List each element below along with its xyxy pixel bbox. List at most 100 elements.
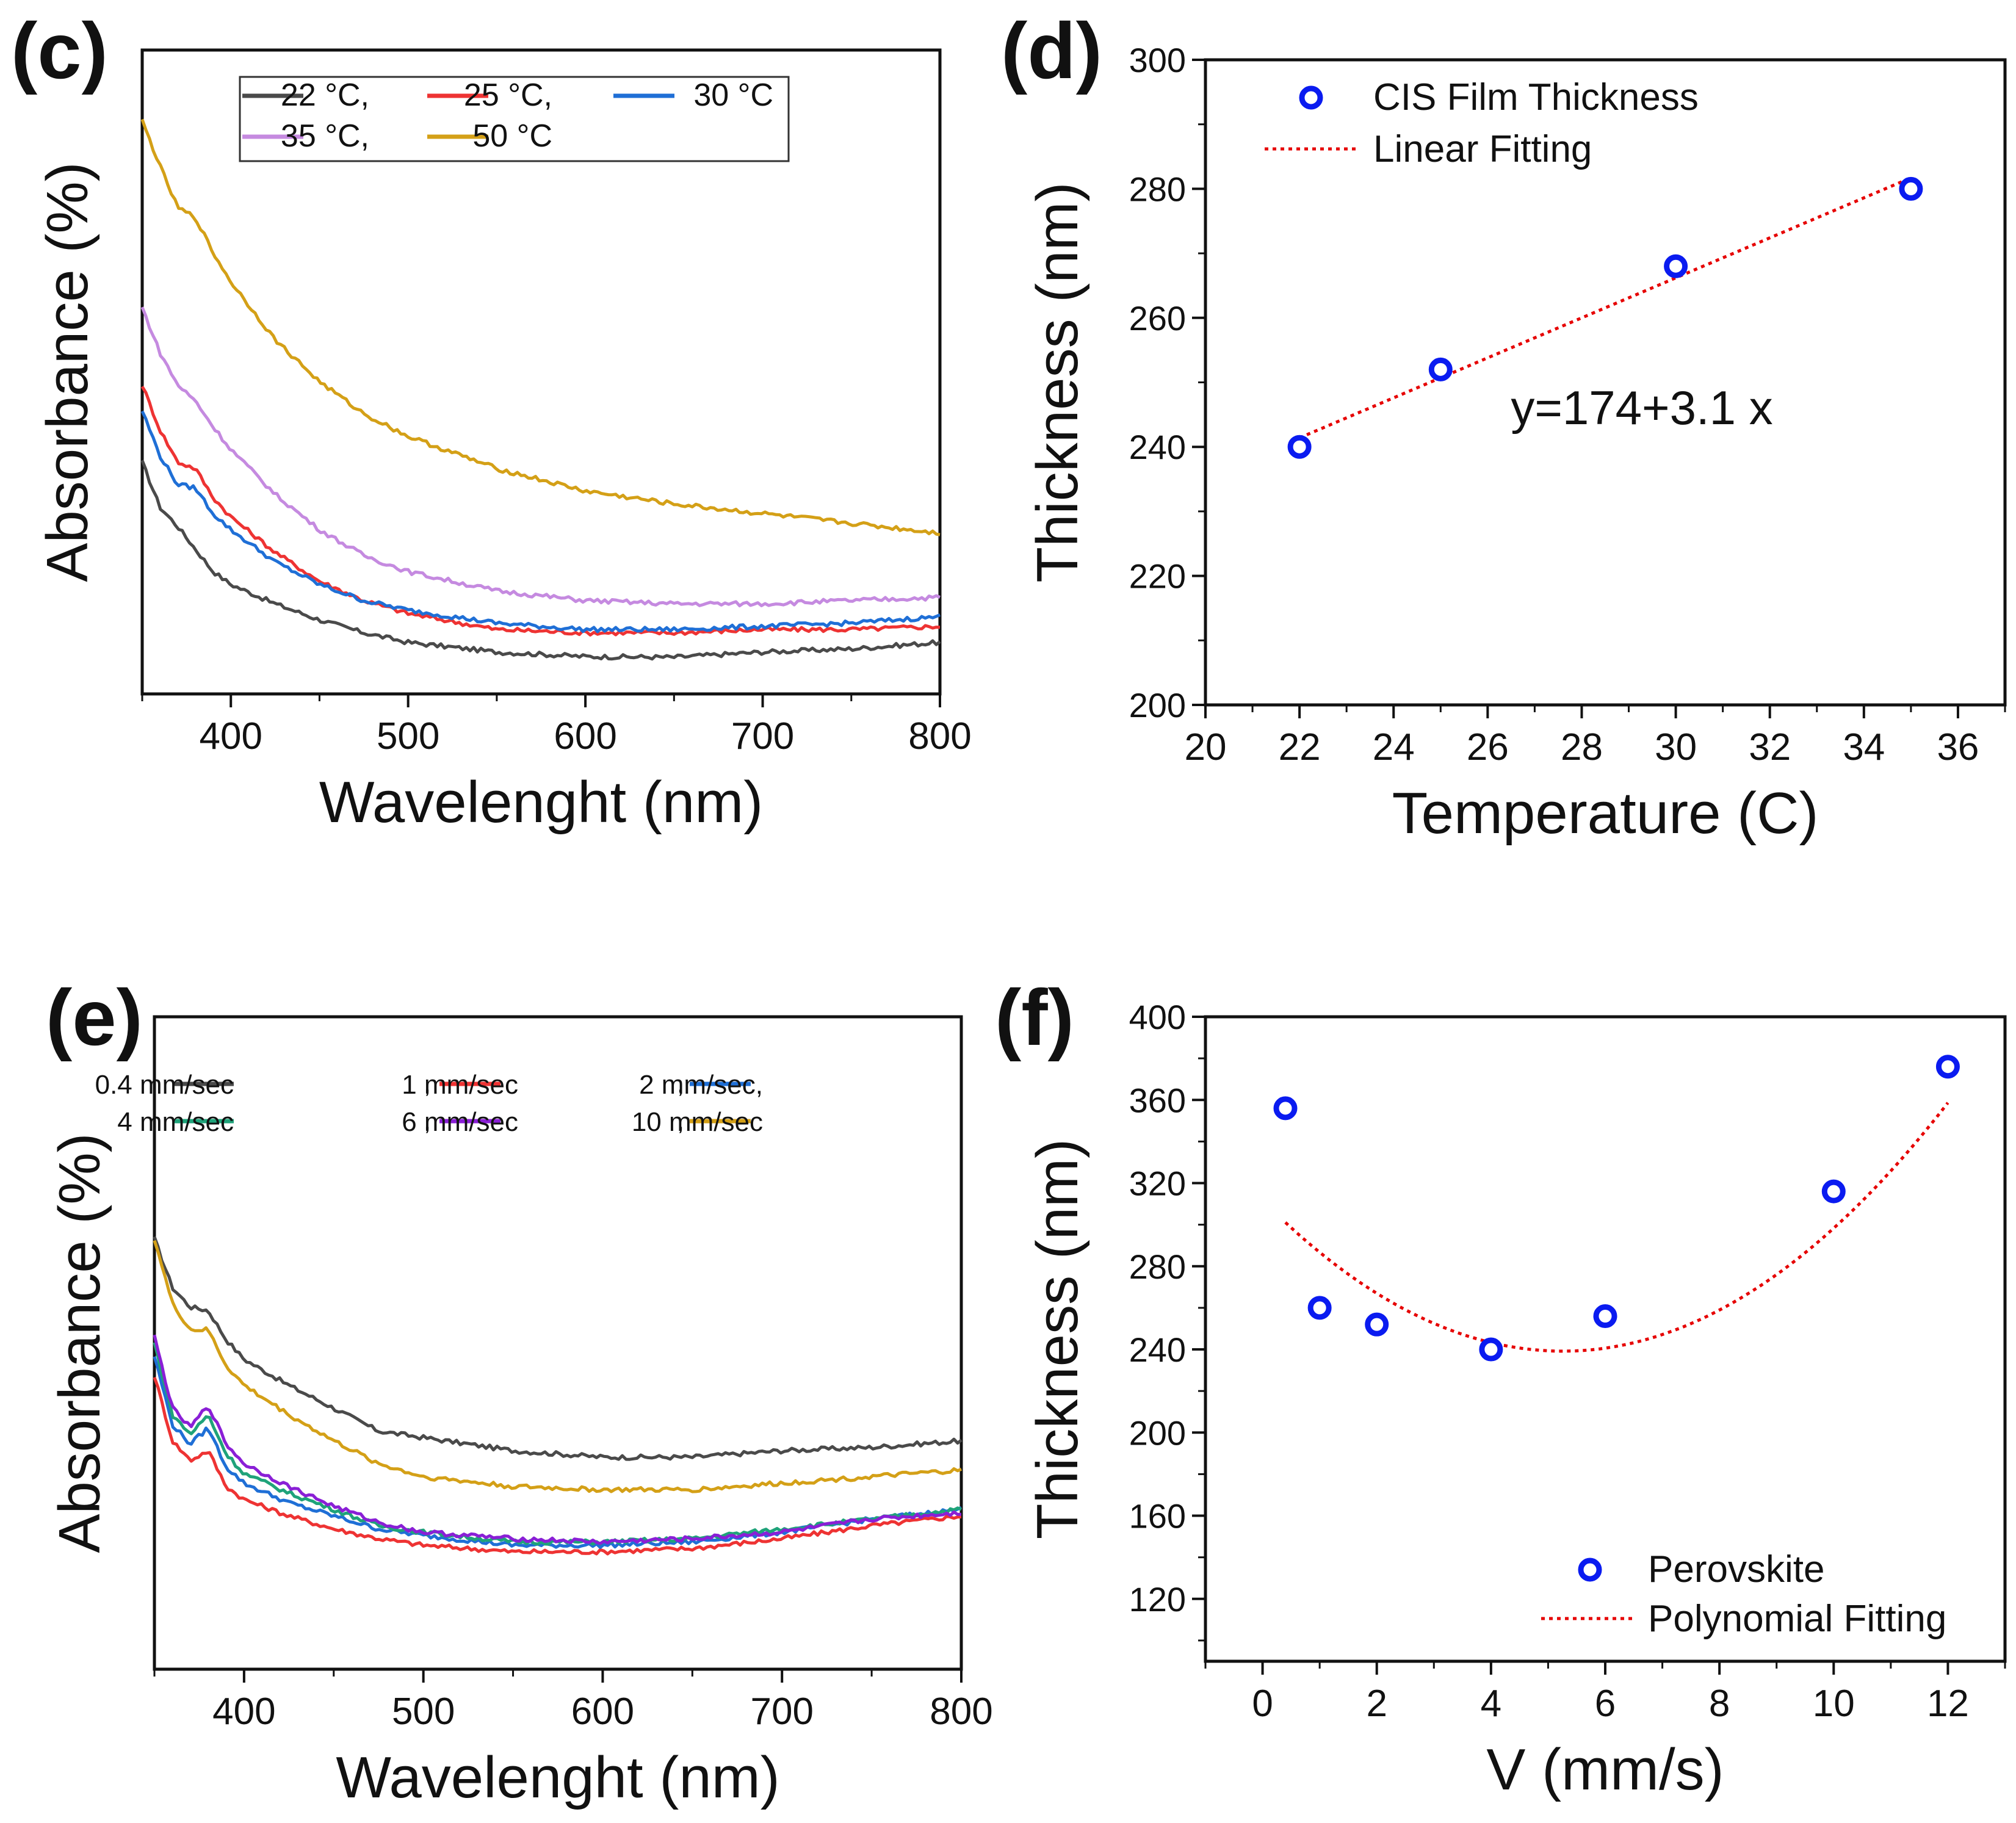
- y-tick-label: 240: [1129, 428, 1186, 466]
- panel-label: (d): [1001, 6, 1102, 95]
- x-tick-label: 400: [199, 715, 262, 757]
- y-axis-title: Absorbance (%): [47, 1133, 112, 1553]
- x-tick-label: 22: [1279, 726, 1321, 768]
- x-tick-label: 6: [1595, 1683, 1616, 1725]
- data-point: [1479, 1337, 1503, 1362]
- y-axis-title: Thickness (nm): [1025, 1139, 1090, 1539]
- panel-c: (c) 400 500 600 700 800 Wavelenght (nm) Absorba…: [11, 6, 972, 835]
- legend-label: 25 °C,: [464, 78, 552, 113]
- series-line: [140, 386, 941, 637]
- legend-label: 50 °C: [472, 118, 552, 154]
- data-point: [1365, 1312, 1389, 1337]
- x-tick-label: 0: [1252, 1683, 1273, 1725]
- panel-d: (d) 20 22 24 26 28 30 32 34 36 200 220 240 260 280 300 T…: [1001, 6, 2007, 846]
- legend-box: [239, 76, 790, 162]
- x-tick-label: 28: [1561, 726, 1603, 768]
- series-line: [140, 460, 941, 661]
- y-axis-title: Thickness (nm): [1025, 182, 1090, 582]
- legend-label: 4 mm/sec: [117, 1107, 234, 1137]
- y-tick-label: 300: [1129, 41, 1186, 79]
- series-line: [140, 118, 941, 536]
- legend-label: 35 °C,: [281, 118, 369, 154]
- plot-frame: [153, 1015, 963, 1671]
- x-tick-label: 700: [731, 715, 794, 757]
- y-tick-label: 260: [1129, 299, 1186, 338]
- x-axis-title: Wavelenght (nm): [336, 1745, 779, 1810]
- x-tick-label: 600: [571, 1691, 634, 1733]
- x-tick-label: 8: [1709, 1683, 1730, 1725]
- x-tick-label: 4: [1481, 1683, 1501, 1725]
- plot-frame: [140, 48, 942, 696]
- series-line: [140, 410, 941, 634]
- x-tick-label: 30: [1655, 726, 1697, 768]
- legend-label: CIS Film Thickness: [1373, 76, 1699, 118]
- legend-label: 22 °C,: [281, 78, 369, 113]
- x-tick-label: 500: [377, 715, 439, 757]
- panel-label: (e): [46, 973, 143, 1062]
- fit-equation: y=174+3.1 x: [1511, 381, 1772, 435]
- x-tick-label: 700: [750, 1691, 813, 1733]
- legend-label: 6 mm/sec: [402, 1107, 518, 1137]
- series-line: [153, 1334, 962, 1545]
- series-line: [153, 1236, 963, 1461]
- panel-label: (c): [11, 6, 108, 95]
- data-point: [1428, 357, 1453, 381]
- data-point: [1307, 1296, 1332, 1320]
- x-axis-title: V (mm/s): [1486, 1737, 1724, 1802]
- x-tick-label: 12: [1927, 1683, 1969, 1725]
- legend-label: 10 mm/sec: [632, 1107, 763, 1137]
- legend-separator: ,: [677, 1106, 684, 1136]
- x-tick-label: 20: [1185, 726, 1227, 768]
- legend-marker: [1299, 85, 1323, 110]
- legend-separator: ,: [424, 1106, 431, 1136]
- legend-label: Perovskite: [1648, 1548, 1824, 1590]
- y-tick-label: 280: [1129, 170, 1186, 208]
- x-tick-label: 32: [1749, 726, 1791, 768]
- x-tick-label: 500: [392, 1691, 455, 1733]
- x-tick-label: 26: [1467, 726, 1509, 768]
- data-point: [1935, 1055, 1960, 1079]
- y-tick-label: 160: [1129, 1497, 1186, 1536]
- panel-e: (e) 400 500 600 700 800 Wavelenght (nm) Absorba…: [46, 973, 993, 1810]
- fit-line: [1284, 1102, 1949, 1353]
- y-tick-label: 200: [1129, 686, 1186, 724]
- legend-label: Polynomial Fitting: [1648, 1598, 1946, 1640]
- x-tick-label: 800: [908, 715, 971, 757]
- y-tick-label: 220: [1129, 557, 1186, 596]
- panel-label: (f): [995, 973, 1074, 1062]
- data-point: [1287, 435, 1312, 459]
- data-point: [1593, 1304, 1617, 1329]
- series-line: [153, 1342, 962, 1546]
- y-tick-label: 320: [1129, 1164, 1186, 1203]
- data-point: [1664, 254, 1688, 278]
- series-line: [153, 1376, 962, 1556]
- panel-f: (f) 0 2 4 6 8 10 12 120 160 200 240 280 320 360 400 V (m…: [995, 973, 2007, 1802]
- legend-label: 1 mm/sec: [402, 1070, 518, 1100]
- legend-separator: ,: [677, 1069, 684, 1099]
- x-tick-label: 400: [212, 1691, 275, 1733]
- legend-label: 0.4 mm/sec: [95, 1070, 234, 1100]
- data-point: [1273, 1096, 1298, 1121]
- x-tick-label: 2: [1366, 1683, 1387, 1725]
- data-point: [1821, 1179, 1846, 1204]
- legend-label: 2 mm/sec,: [639, 1070, 763, 1100]
- y-tick-label: 240: [1129, 1330, 1186, 1369]
- x-tick-label: 36: [1937, 726, 1979, 768]
- x-tick-label: 800: [930, 1691, 992, 1733]
- y-tick-label: 200: [1129, 1413, 1186, 1452]
- x-axis-title: Temperature (C): [1392, 781, 1819, 846]
- data-point: [1899, 176, 1923, 201]
- y-tick-label: 360: [1129, 1081, 1186, 1119]
- x-axis-title: Wavelenght (nm): [319, 770, 763, 835]
- series-line: [140, 306, 941, 608]
- x-tick-label: 24: [1373, 726, 1415, 768]
- plot-frame: [1204, 1015, 2007, 1663]
- legend-separator: ,: [424, 1069, 431, 1099]
- x-tick-label: 34: [1843, 726, 1885, 768]
- legend-label: Linear Fitting: [1373, 128, 1592, 170]
- y-tick-label: 400: [1129, 998, 1186, 1036]
- x-tick-label: 10: [1813, 1683, 1855, 1725]
- y-tick-label: 280: [1129, 1247, 1186, 1286]
- legend-label: 30 °C: [693, 78, 773, 113]
